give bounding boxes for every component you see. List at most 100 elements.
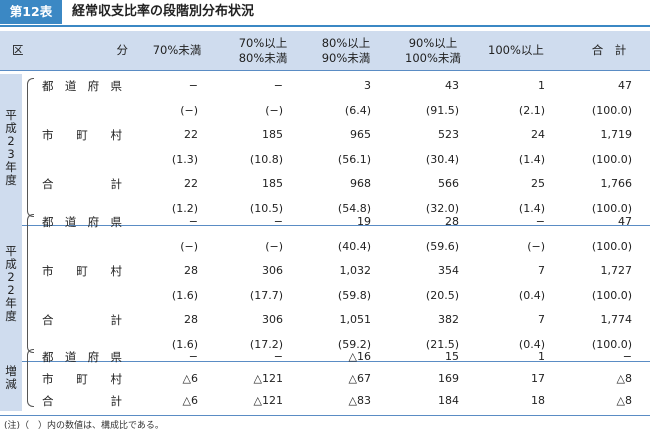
ratio-cell: (1.2) [171, 201, 198, 215]
ratio-cell: (1.6) [171, 288, 198, 302]
group-label: 平成22年度 [0, 210, 22, 357]
value-cell: △8 [616, 394, 632, 407]
value-cell: 382 [438, 313, 459, 326]
value-cell: − [188, 215, 198, 228]
header-column-line: 90%以上 [408, 35, 458, 50]
row-label-char: 合 [42, 313, 54, 327]
title-divider [0, 25, 650, 27]
ratio-cell: (21.5) [425, 337, 459, 351]
table-title-bar: 第12表 経常収支比率の段階別分布状況 [0, 0, 650, 27]
value-cell: 968 [350, 177, 371, 190]
value-cell: 169 [438, 372, 459, 385]
row-label-char: 県 [110, 215, 122, 229]
row-label-char: 計 [110, 177, 123, 191]
value-cell: 47 [618, 79, 632, 92]
value-cell: 22 [184, 177, 198, 190]
header-column-line: 70%以上 [238, 35, 288, 50]
ratio-cell: (17.7) [249, 288, 283, 302]
value-cell: − [273, 215, 283, 228]
ratio-cell: (0.4) [518, 337, 545, 351]
row-label: 市町村 [42, 263, 122, 279]
header-column-line: 100%未満 [405, 50, 461, 65]
ratio-cell: (10.5) [249, 201, 283, 215]
value-cell: 25 [531, 177, 545, 190]
value-cell: 15 [445, 350, 459, 363]
ratio-cell: (56.1) [337, 152, 371, 166]
row-label-char: 町 [76, 264, 88, 278]
group-separator [0, 415, 650, 416]
ratio-cell: (10.8) [249, 152, 283, 166]
header-column: 合 計 [564, 31, 650, 70]
row-label-char: 町 [76, 128, 88, 142]
value-cell: 47 [618, 215, 632, 228]
ratio-cell: (59.8) [337, 288, 371, 302]
value-cell: 185 [262, 128, 283, 141]
row-label-char: 市 [42, 372, 54, 386]
value-cell: △6 [182, 372, 198, 385]
row-label-char: 県 [110, 79, 122, 93]
ratio-cell: (100.0) [591, 201, 632, 215]
ratio-cell: (91.5) [425, 103, 459, 117]
row-label: 合計 [42, 176, 122, 192]
row-label-char: 都 [42, 215, 54, 229]
ratio-cell: (−) [180, 103, 198, 117]
table-note: (注)（ ）内の数値は、構成比である。 [4, 421, 164, 431]
ratio-cell: (1.4) [518, 152, 545, 166]
value-cell: 19 [357, 215, 371, 228]
value-cell: 965 [350, 128, 371, 141]
row-label-char: 市 [42, 264, 54, 278]
ratio-cell: (0.4) [518, 288, 545, 302]
value-cell: − [273, 350, 283, 363]
header-column-line: 80%以上 [321, 35, 371, 50]
ratio-cell: (17.2) [249, 337, 283, 351]
value-cell: △67 [348, 372, 371, 385]
row-label-char: 町 [76, 372, 88, 386]
row-label: 市町村 [42, 371, 122, 387]
group-label-text: 増減 [5, 364, 17, 391]
group-brace [27, 349, 34, 407]
value-cell: 28 [445, 215, 459, 228]
value-cell: − [188, 350, 198, 363]
header-column-line: 70%未満 [152, 43, 202, 57]
ratio-cell: (100.0) [591, 152, 632, 166]
header-column-line: 80%未満 [238, 50, 288, 65]
row-label: 都道府県 [42, 214, 122, 230]
header-column: 80%以上 90%未満 [301, 31, 391, 70]
value-cell: 1 [538, 350, 545, 363]
value-cell: 1,032 [339, 264, 372, 277]
value-cell: △16 [348, 350, 371, 363]
value-cell: 566 [438, 177, 459, 190]
row-label-char: 県 [110, 350, 122, 364]
header-row-label: 区分 [6, 31, 134, 70]
row-label-char: 都 [42, 79, 54, 93]
row-label-char: 合 [42, 394, 54, 408]
value-cell: 3 [364, 79, 371, 92]
row-label-char: 府 [87, 350, 100, 364]
value-cell: 7 [538, 264, 545, 277]
value-cell: 1,766 [600, 177, 633, 190]
ratio-cell: (−) [527, 239, 545, 253]
ratio-cell: (59.6) [425, 239, 459, 253]
table-header: 区分 70%未満 70%以上 80%未満 80%以上 90%未満 90%以上 100%未満 1… [0, 31, 650, 71]
group-brace [27, 78, 34, 217]
ratio-cell: (−) [265, 239, 283, 253]
value-cell: − [535, 215, 545, 228]
value-cell: 28 [184, 264, 198, 277]
value-cell: △83 [348, 394, 371, 407]
group-brace [27, 214, 34, 353]
value-cell: 1,774 [600, 313, 633, 326]
value-cell: 1 [538, 79, 545, 92]
value-cell: 24 [531, 128, 545, 141]
group-label: 平成23年度 [0, 74, 22, 221]
header-row-label-char: 分 [116, 43, 129, 57]
row-label: 合計 [42, 312, 122, 328]
ratio-cell: (1.3) [171, 152, 198, 166]
value-cell: 1,051 [339, 313, 372, 326]
ratio-cell: (32.0) [425, 201, 459, 215]
ratio-cell: (100.0) [591, 337, 632, 351]
row-label-char: 府 [87, 215, 100, 229]
row-label: 都道府県 [42, 78, 122, 94]
value-cell: △8 [616, 372, 632, 385]
row-label-char: 村 [110, 128, 123, 142]
value-cell: 306 [262, 264, 283, 277]
